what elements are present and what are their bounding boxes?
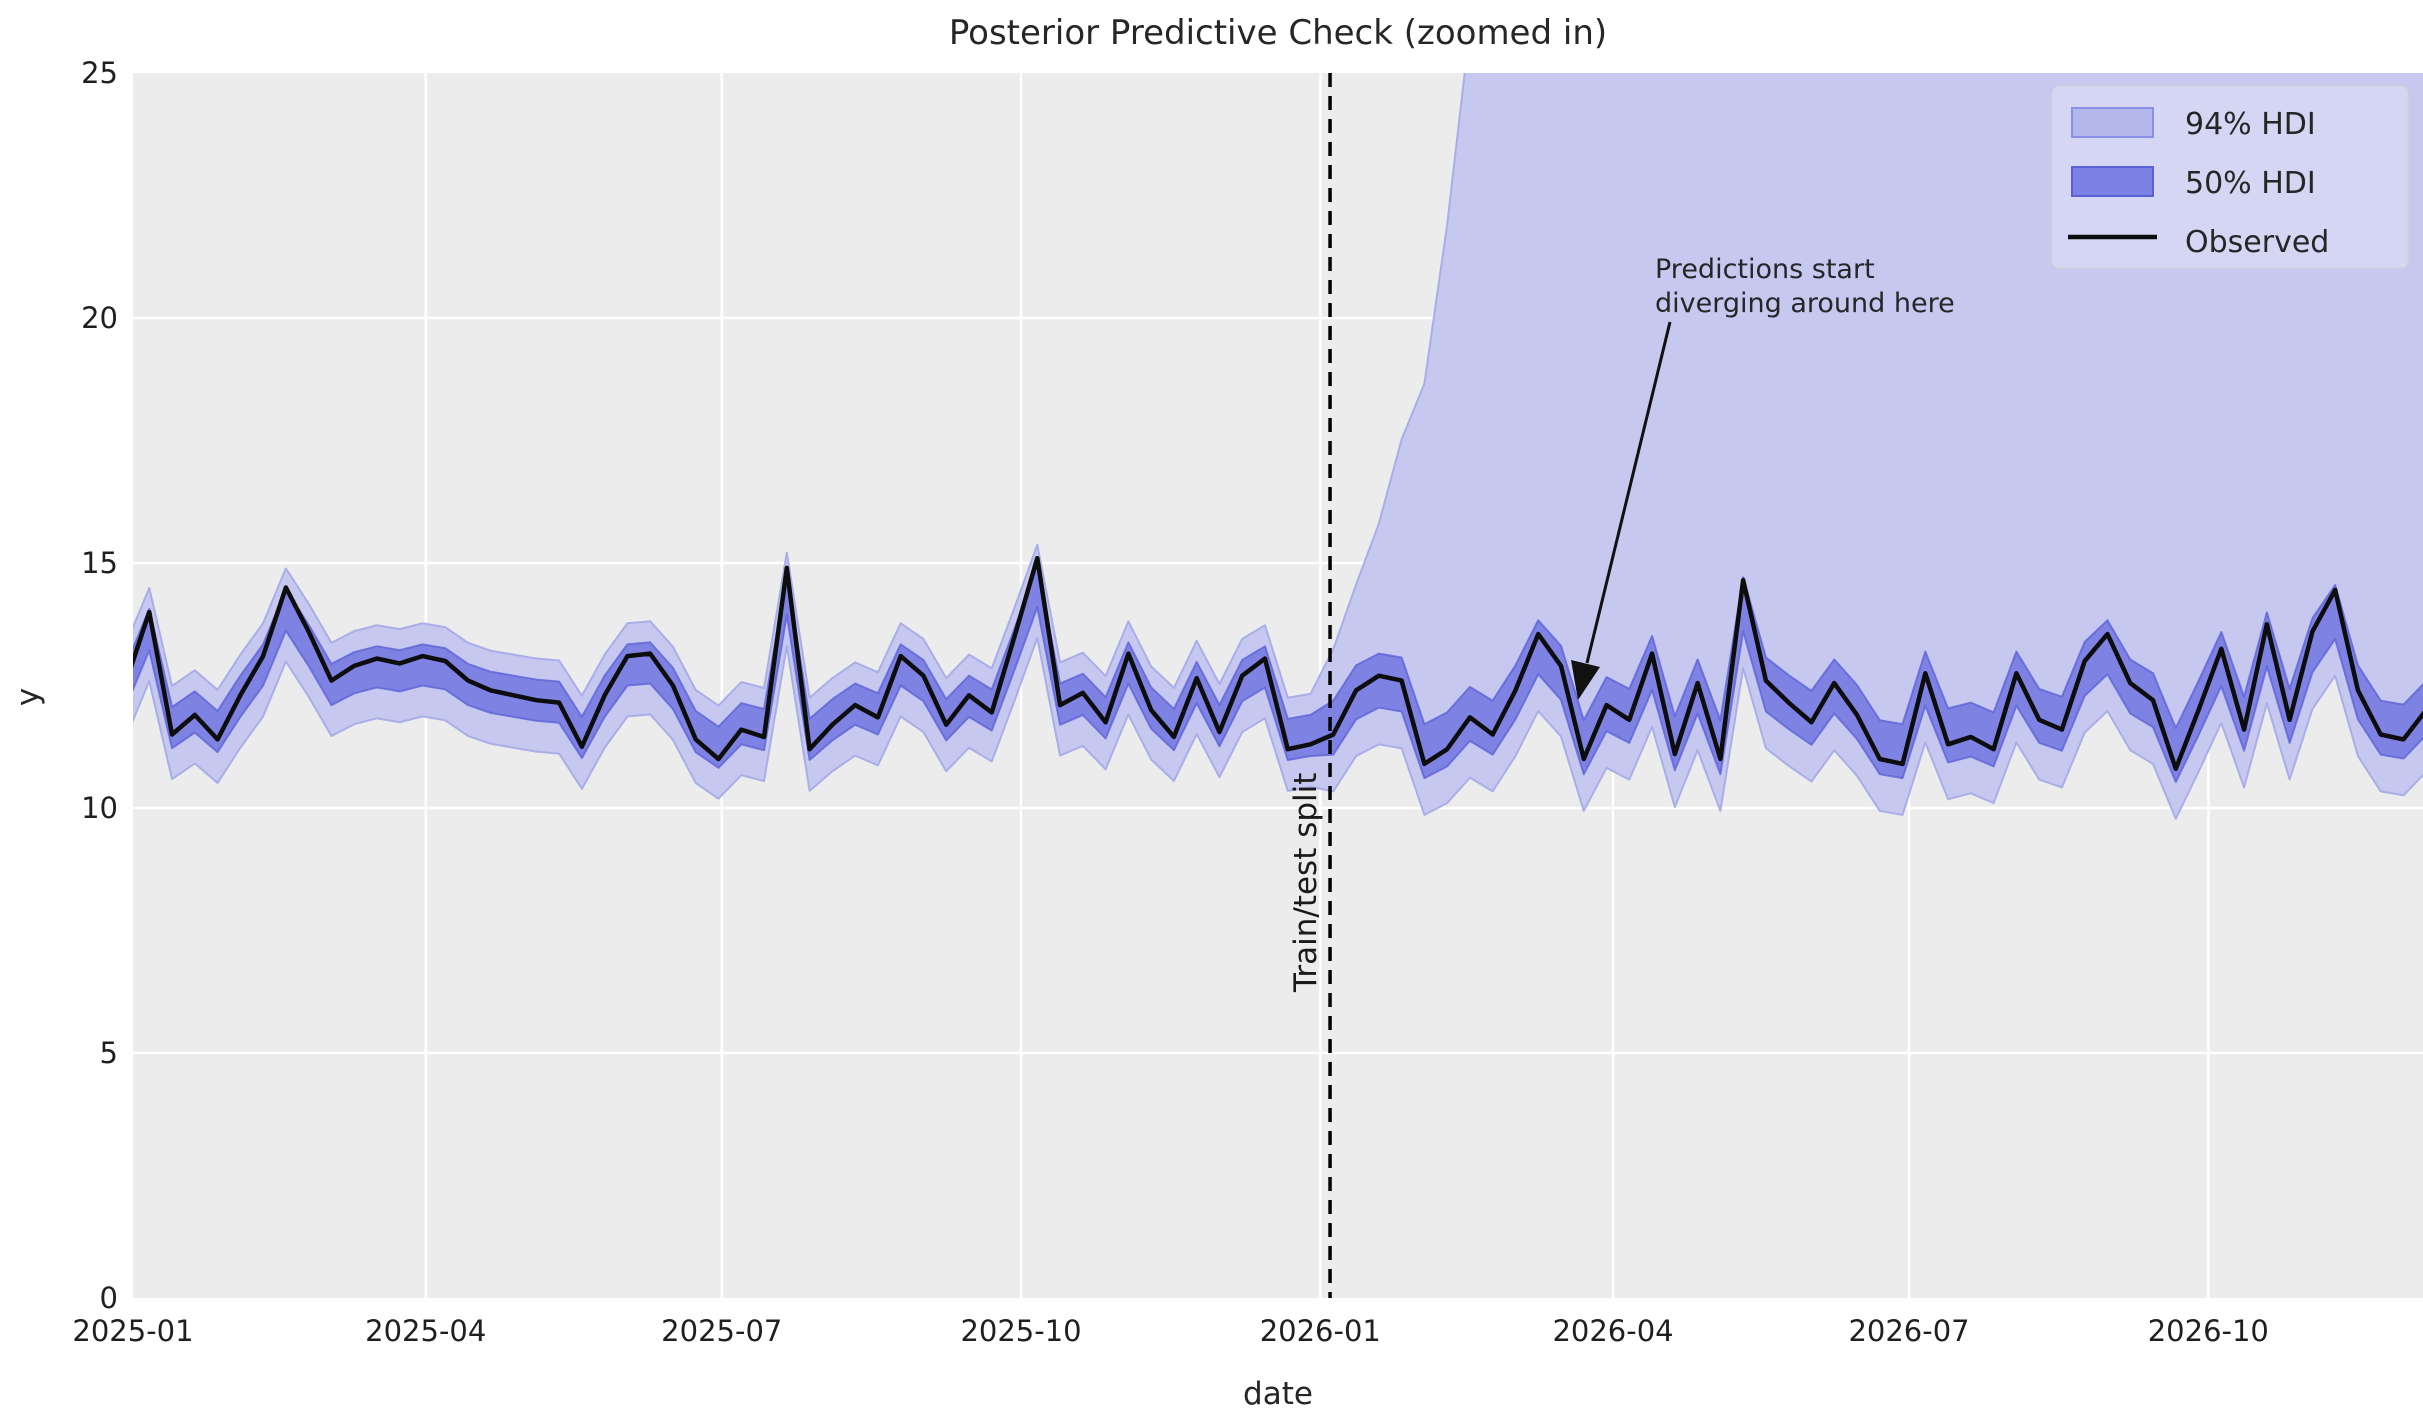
hdi-94-band [133,73,2423,820]
annotation-arrow-head-icon [1571,660,1600,700]
x-tick-label: 2026-10 [2148,1314,2269,1348]
legend-item-observed: Observed [2068,225,2329,260]
y-axis-label: y [10,688,46,706]
plot-region [133,73,2423,1298]
x-tick-label: 2025-04 [365,1314,486,1348]
y-tick-label: 20 [81,301,118,335]
legend-label-94-hdi: 94% HDI [2185,107,2316,142]
legend-label-observed: Observed [2185,225,2329,260]
annotation: Predictions start diverging around here [1571,254,1955,700]
y-tick-label: 10 [81,791,118,825]
observed-line [133,555,2423,772]
tick-labels: 0 5 10 15 20 25 2025-01 2025-04 2025-07 2025-10 20… [72,56,2268,1348]
legend-item-94-hdi: 94% HDI [2071,107,2316,142]
legend: 94% HDI 50% HDI Observed [2051,85,2409,269]
train-test-split-label: Train/test split [1288,773,1324,993]
y-tick-label: 0 [100,1281,118,1315]
y-tick-label: 25 [81,56,118,90]
x-tick-label: 2026-04 [1552,1314,1673,1348]
hdi-50-band [133,564,2423,784]
x-tick-label: 2026-07 [1848,1314,1969,1348]
y-tick-label: 5 [100,1036,118,1070]
annotation-text-line1: Predictions start [1655,254,1875,285]
x-tick-label: 2025-10 [960,1314,1081,1348]
x-axis-label: date [1243,1376,1313,1412]
x-tick-label: 2026-01 [1260,1314,1381,1348]
x-tick-label: 2025-07 [661,1314,782,1348]
legend-label-50-hdi: 50% HDI [2185,166,2316,201]
hdi94-swatch-icon [2071,107,2154,138]
annotation-arrow-shaft [1585,321,1672,664]
annotation-text-line2: diverging around here [1655,288,1955,319]
chart-title: Posterior Predictive Check (zoomed in) [949,13,1607,53]
x-tick-label: 2025-01 [72,1314,193,1348]
legend-item-50-hdi: 50% HDI [2071,166,2316,201]
y-tick-label: 15 [81,546,118,580]
hdi50-swatch-icon [2071,166,2154,197]
